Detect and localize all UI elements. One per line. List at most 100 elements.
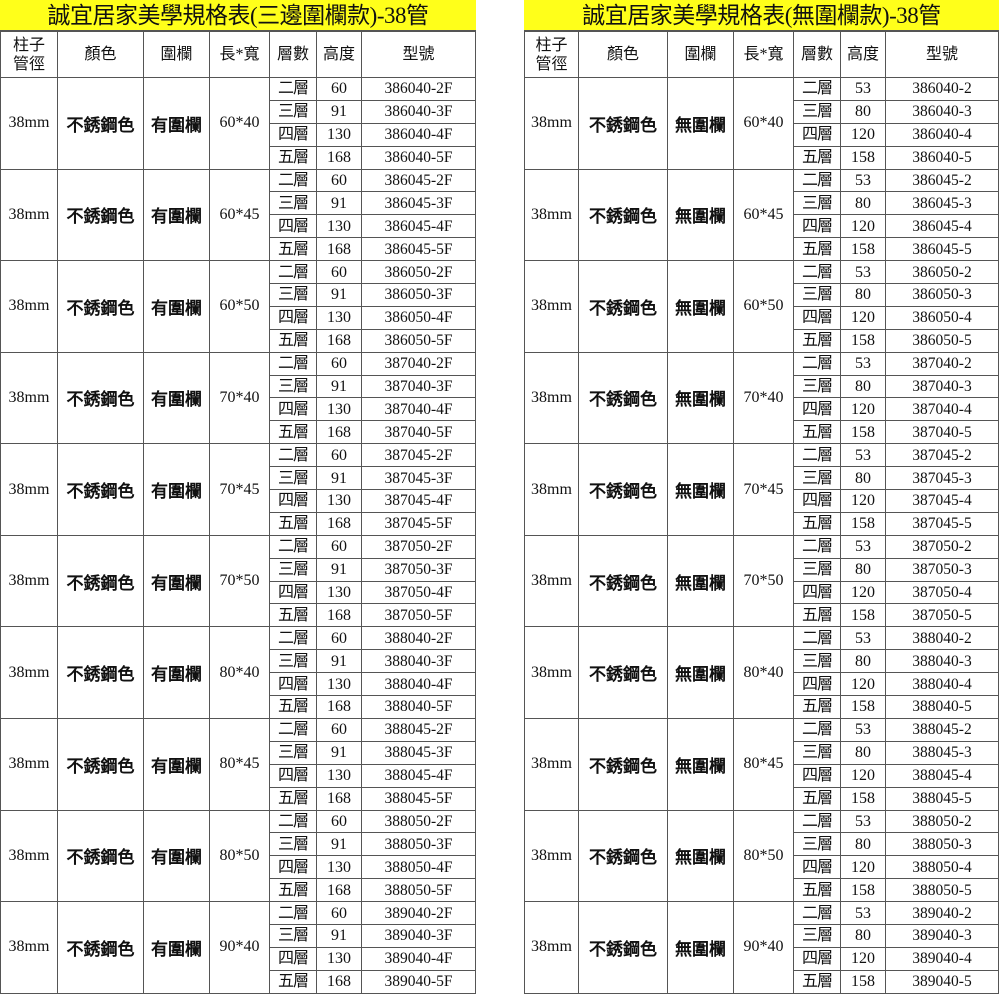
layer-cell: 五層 (269, 695, 317, 719)
layer-cell: 三層 (269, 99, 317, 124)
layer-cell: 二層 (793, 351, 841, 376)
table-row: 四層 120 386045-4 (525, 214, 999, 239)
model-cell: 388040-4 (885, 672, 999, 697)
pipe-diameter-cell: 38mm (0, 351, 58, 445)
height-cell: 60 (316, 351, 362, 376)
color-cell: 不銹鋼色 (57, 534, 144, 628)
header-row: 柱子 管徑 顏色 圍欄 長*寬 層數 高度 型號 (0, 31, 476, 78)
model-cell: 386050-4F (361, 305, 476, 330)
table-row: 38mm 不銹鋼色 無圍欄 90*40 二層 53 389040-2 (524, 901, 999, 994)
height-cell: 168 (316, 969, 362, 994)
height-cell: 158 (840, 420, 886, 445)
layer-cell: 三層 (793, 649, 841, 674)
layer-cell: 四層 (793, 214, 841, 239)
height-cell: 60 (316, 717, 362, 742)
layer-cell: 四層 (269, 305, 317, 330)
layer-cell: 五層 (269, 969, 317, 994)
layer-cell: 五層 (269, 511, 317, 536)
model-cell: 386050-5 (885, 328, 999, 353)
model-cell: 388050-2 (885, 809, 999, 834)
size-cell: 60*45 (209, 168, 270, 262)
table-row: 三層 91 387050-3F (1, 557, 476, 582)
table-row: 38mm 不銹鋼色 無圍欄 80*50 二層 53 388050-2 (524, 809, 999, 903)
height-cell: 53 (840, 260, 886, 285)
fence-cell: 有圍欄 (143, 534, 210, 628)
pipe-diameter-cell: 38mm (0, 534, 58, 628)
height-cell: 60 (316, 626, 362, 651)
model-cell: 387040-3 (885, 374, 999, 399)
layer-cell: 四層 (793, 580, 841, 605)
pipe-diameter-cell: 38mm (0, 260, 58, 353)
pipe-diameter-cell: 38mm (524, 77, 579, 170)
height-cell: 53 (840, 809, 886, 834)
model-cell: 388040-3F (361, 649, 476, 674)
model-cell: 387050-4F (361, 580, 476, 605)
layer-cell: 四層 (269, 580, 317, 605)
size-cell: 60*40 (209, 77, 270, 170)
color-cell: 不銹鋼色 (578, 443, 668, 536)
color-cell: 不銹鋼色 (57, 443, 144, 536)
header-fence: 圍欄 (667, 31, 734, 78)
color-cell: 不銹鋼色 (578, 351, 668, 445)
color-cell: 不銹鋼色 (578, 626, 668, 719)
size-cell: 80*40 (209, 626, 270, 719)
pipe-diameter-cell: 38mm (0, 901, 58, 994)
color-cell: 不銹鋼色 (578, 168, 668, 262)
layer-cell: 三層 (269, 191, 317, 216)
model-cell: 388045-3 (885, 740, 999, 765)
height-cell: 80 (840, 466, 886, 491)
model-cell: 386040-4F (361, 122, 476, 147)
layer-cell: 二層 (793, 168, 841, 193)
layer-cell: 二層 (793, 534, 841, 559)
pipe-diameter-cell: 38mm (524, 901, 579, 994)
model-cell: 387040-2 (885, 351, 999, 376)
layer-cell: 二層 (269, 351, 317, 376)
height-cell: 158 (840, 786, 886, 811)
layer-cell: 二層 (269, 626, 317, 651)
height-cell: 168 (316, 237, 362, 262)
layer-cell: 五層 (269, 237, 317, 262)
model-cell: 389040-5F (361, 969, 476, 994)
layer-cell: 四層 (793, 672, 841, 697)
header-size: 長*寬 (209, 31, 270, 78)
layer-cell: 五層 (269, 328, 317, 353)
layer-cell: 二層 (793, 809, 841, 834)
header-layers: 層數 (269, 31, 317, 78)
table-row: 五層 168 389040-5F (1, 969, 476, 994)
layer-cell: 四層 (793, 946, 841, 971)
spec-grid: 柱子 管徑 顏色 圍欄 長*寬 層數 高度 型號 38mm 不銹鋼色 有圍欄 60*40 二層 60 3… (0, 31, 476, 994)
table-row: 五層 158 389040-5 (525, 969, 999, 994)
model-cell: 387045-2 (885, 443, 999, 468)
model-cell: 386045-3F (361, 191, 476, 216)
size-cell: 70*50 (733, 534, 794, 628)
spec-table-with-fence: 誠宜居家美學規格表(三邊圍欄款)-38管 柱子 管徑 顏色 圍欄 長*寬 層數 高度 型號 … (0, 0, 476, 994)
model-cell: 387040-4 (885, 397, 999, 422)
fence-cell: 有圍欄 (143, 351, 210, 445)
layer-cell: 四層 (269, 122, 317, 147)
layer-cell: 五層 (269, 786, 317, 811)
height-cell: 158 (840, 237, 886, 262)
layer-cell: 二層 (793, 443, 841, 468)
table-row: 五層 168 386040-5F (1, 145, 476, 170)
model-cell: 387050-3F (361, 557, 476, 582)
color-cell: 不銹鋼色 (578, 901, 668, 994)
color-cell: 不銹鋼色 (578, 809, 668, 903)
pipe-diameter-cell: 38mm (524, 351, 579, 445)
color-cell: 不銹鋼色 (57, 77, 144, 170)
height-cell: 60 (316, 443, 362, 468)
table-row: 三層 80 389040-3 (525, 923, 999, 948)
pipe-diameter-cell: 38mm (0, 443, 58, 536)
model-cell: 387040-2F (361, 351, 476, 376)
color-cell: 不銹鋼色 (57, 901, 144, 994)
fence-cell: 無圍欄 (667, 717, 734, 811)
header-layers: 層數 (793, 31, 841, 78)
model-cell: 388050-2F (361, 809, 476, 834)
layer-cell: 三層 (269, 466, 317, 491)
header-color: 顏色 (578, 31, 668, 78)
height-cell: 80 (840, 649, 886, 674)
model-cell: 388040-4F (361, 672, 476, 697)
height-cell: 120 (840, 855, 886, 880)
model-cell: 386040-4 (885, 122, 999, 147)
model-cell: 387040-3F (361, 374, 476, 399)
model-cell: 386050-2F (361, 260, 476, 285)
